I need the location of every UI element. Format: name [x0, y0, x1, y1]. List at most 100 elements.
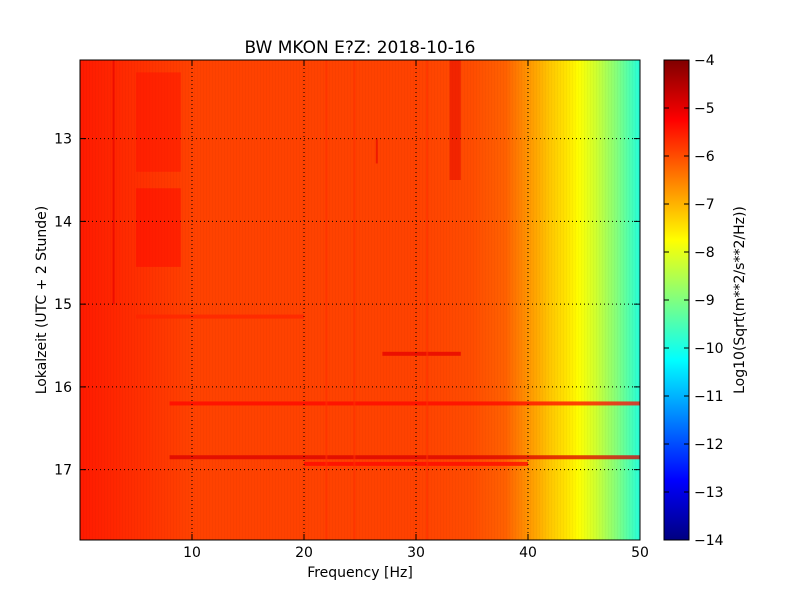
spectrogram-texture-streak	[305, 60, 306, 540]
spectrogram-texture-streak	[518, 60, 519, 540]
spectrogram-texture-streak	[227, 60, 228, 540]
x-tick-label-3: 40	[519, 545, 537, 561]
spectrogram-texture-streak	[287, 60, 288, 540]
colorbar-tick-label-8: −12	[694, 437, 724, 453]
spectrogram-texture-streak	[128, 60, 129, 540]
spectrogram-texture-streak	[314, 60, 315, 540]
spectrogram-texture-streak	[302, 60, 303, 540]
spectrogram-texture-streak	[293, 60, 294, 540]
spectrogram-texture-streak	[359, 60, 360, 540]
colorbar-tick-label-9: −13	[694, 485, 724, 501]
spectrogram-texture-streak	[401, 60, 402, 540]
spectrogram-texture-streak	[98, 60, 99, 540]
spectrogram-texture-streak	[422, 60, 423, 540]
spectrogram-texture-streak	[251, 60, 252, 540]
colorbar-tick-label-7: −11	[694, 389, 724, 405]
spectrogram-texture-streak	[431, 60, 432, 540]
spectrogram-texture-streak	[512, 60, 513, 540]
spectrogram-texture-streak	[407, 60, 408, 540]
spectrogram-texture-streak	[623, 60, 624, 540]
spectrogram-texture-streak	[533, 60, 534, 540]
spectrogram-texture-streak	[482, 60, 483, 540]
spectrogram-texture-streak	[365, 60, 366, 540]
spectrogram-texture-streak	[530, 60, 531, 540]
spectrogram-texture-streak	[584, 60, 585, 540]
spectrogram-texture-streak	[263, 60, 264, 540]
spectrogram-texture-streak	[209, 60, 210, 540]
spectrogram-texture-streak	[338, 60, 339, 540]
spectrogram-texture-streak	[350, 60, 351, 540]
spectrogram-texture-streak	[536, 60, 537, 540]
spectrogram-band-1	[382, 351, 461, 356]
spectrogram-texture-streak	[608, 60, 609, 540]
spectrogram-texture-streak	[443, 60, 444, 540]
spectrogram-band-2	[169, 401, 640, 406]
x-axis-label: Frequency [Hz]	[307, 565, 413, 581]
spectrogram-texture-streak	[218, 60, 219, 540]
spectrogram-texture-streak	[605, 60, 606, 540]
spectrogram-texture-streak	[587, 60, 588, 540]
spectrogram-line-12	[426, 60, 429, 540]
spectrogram-texture-streak	[110, 60, 111, 540]
spectrogram-texture-streak	[386, 60, 387, 540]
spectrogram-texture-streak	[95, 60, 96, 540]
spectrogram-texture-streak	[296, 60, 297, 540]
colorbar-tick-label-6: −10	[694, 341, 724, 357]
colorbar-tick-label-1: −5	[694, 101, 715, 117]
spectrogram-texture-streak	[299, 60, 300, 540]
spectrogram-texture-streak	[278, 60, 279, 540]
spectrogram-texture-streak	[611, 60, 612, 540]
spectrogram-texture-streak	[374, 60, 375, 540]
spectrogram-patch-7	[136, 72, 181, 172]
spectrogram-texture-streak	[101, 60, 102, 540]
spectrogram-texture-streak	[476, 60, 477, 540]
spectrogram-texture-streak	[473, 60, 474, 540]
spectrogram-texture-streak	[434, 60, 435, 540]
colorbar-tick-label-0: −4	[694, 53, 715, 69]
spectrogram-texture-streak	[437, 60, 438, 540]
colorbar-tick-label-5: −9	[694, 293, 715, 309]
spectrogram-texture-streak	[467, 60, 468, 540]
spectrogram-texture-streak	[575, 60, 576, 540]
spectrogram-texture-streak	[200, 60, 201, 540]
spectrogram-texture-streak	[371, 60, 372, 540]
spectrogram-texture-streak	[419, 60, 420, 540]
spectrogram-texture-streak	[308, 60, 309, 540]
colorbar-label: Log10(Sqrt(m**2/s**2/Hz))	[732, 206, 748, 394]
spectrogram-texture-streak	[626, 60, 627, 540]
spectrogram-texture-streak	[632, 60, 633, 540]
spectrogram-texture-streak	[548, 60, 549, 540]
spectrogram-texture-streak	[491, 60, 492, 540]
spectrogram-texture-streak	[317, 60, 318, 540]
spectrogram-texture-streak	[599, 60, 600, 540]
spectrogram-texture-streak	[521, 60, 522, 540]
spectrogram-texture-streak	[212, 60, 213, 540]
spectrogram-texture-streak	[404, 60, 405, 540]
spectrogram-texture-streak	[488, 60, 489, 540]
spectrogram-texture-streak	[260, 60, 261, 540]
spectrogram-texture-streak	[542, 60, 543, 540]
spectrogram-texture-streak	[461, 60, 462, 540]
spectrogram-texture-streak	[266, 60, 267, 540]
y-tick-label-0: 13	[54, 132, 72, 148]
spectrogram-texture-streak	[131, 60, 132, 540]
spectrogram-texture-streak	[635, 60, 636, 540]
spectrogram-patch-5	[449, 60, 461, 180]
spectrogram-patch-6	[136, 188, 181, 267]
spectrogram-texture-streak	[539, 60, 540, 540]
spectrogram-texture-streak	[134, 60, 135, 540]
spectrogram-texture-streak	[233, 60, 234, 540]
spectrogram-texture-streak	[332, 60, 333, 540]
spectrogram-texture-streak	[341, 60, 342, 540]
spectrogram-texture-streak	[629, 60, 630, 540]
spectrogram-texture-streak	[563, 60, 564, 540]
spectrogram-texture-streak	[590, 60, 591, 540]
spectrogram-texture-streak	[356, 60, 357, 540]
spectrogram-texture-streak	[245, 60, 246, 540]
spectrogram-texture-streak	[593, 60, 594, 540]
spectrogram-texture-streak	[440, 60, 441, 540]
spectrogram-texture-streak	[617, 60, 618, 540]
spectrogram-texture-streak	[104, 60, 105, 540]
colorbar-tick-label-4: −8	[694, 245, 715, 261]
y-tick-label-3: 16	[54, 380, 72, 396]
